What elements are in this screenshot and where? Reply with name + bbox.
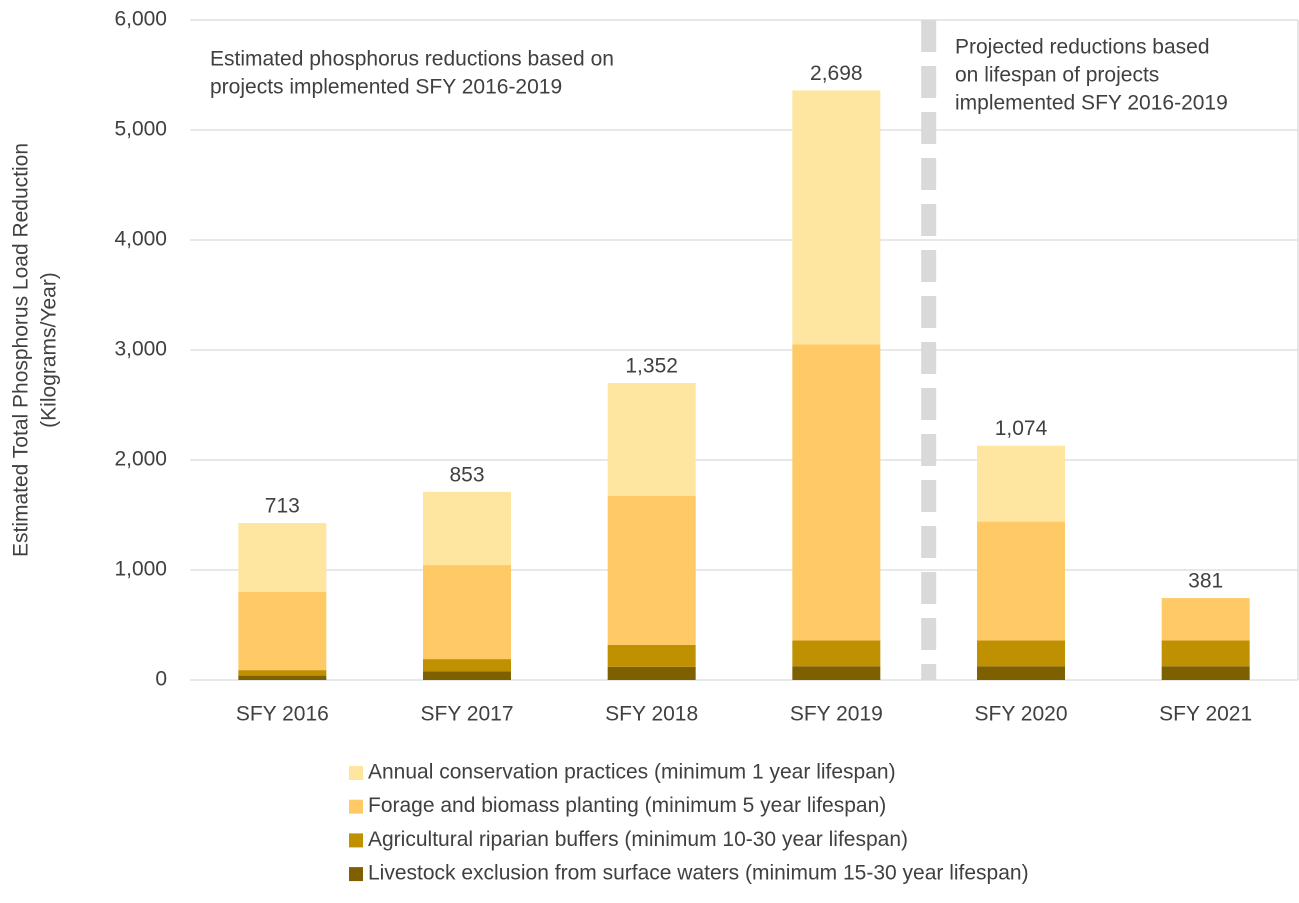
bar-segment [423,565,511,660]
annotation: implemented SFY 2016-2019 [955,92,1228,115]
legend-label: Annual conservation practices (minimum 1… [368,761,896,784]
legend-label: Forage and biomass planting (minimum 5 y… [368,794,886,817]
bar-segment [1161,666,1250,680]
bar-segment [977,445,1065,522]
legend-swatch [349,867,363,882]
bar-segment [977,521,1065,641]
y-tick-label: 5,000 [114,118,167,141]
y-axis-label: (Kilograms/Year) [38,272,61,428]
annotation: Estimated phosphorus reductions based on [210,48,614,71]
total-label: 2,698 [810,62,863,85]
bar-segment [423,671,511,680]
legend-swatch [349,799,363,814]
total-label: 713 [265,495,300,518]
bar-segment [977,666,1065,680]
x-tick-label: SFY 2016 [236,703,329,726]
bar-segment [792,666,881,680]
bar-segment [607,666,696,680]
bar-segment [238,592,327,671]
bar-segment [423,491,511,566]
x-tick-label: SFY 2017 [420,703,513,726]
y-tick-label: 1,000 [114,558,167,581]
annotation: projects implemented SFY 2016-2019 [210,76,562,99]
bar-segment [607,383,696,496]
bar-segment [792,90,881,345]
annotation: Projected reductions based [955,36,1210,59]
bar-segment [607,495,696,645]
legend-swatch [349,833,363,848]
y-tick-label: 4,000 [114,228,167,251]
y-tick-label: 0 [155,668,167,691]
total-label: 853 [449,463,484,486]
annotation: on lifespan of projects [955,64,1159,87]
y-tick-label: 6,000 [114,8,167,31]
x-tick-label: SFY 2020 [974,703,1067,726]
y-axis-label: Estimated Total Phosphorus Load Reductio… [10,143,33,557]
bar-segment [607,644,696,667]
total-label: 381 [1188,570,1223,593]
bar-segment [238,675,327,680]
x-tick-label: SFY 2021 [1159,703,1252,726]
y-tick-label: 2,000 [114,448,167,471]
bar-segment [1161,640,1250,667]
x-tick-label: SFY 2019 [790,703,883,726]
legend-label: Agricultural riparian buffers (minimum 1… [368,828,908,851]
y-tick-label: 3,000 [114,338,167,361]
total-label: 1,352 [625,355,678,378]
bar-segment [977,640,1065,667]
legend-swatch [349,766,363,780]
legend-label: Livestock exclusion from surface waters … [368,862,1029,885]
bar-segment [792,344,881,641]
x-tick-label: SFY 2018 [605,703,698,726]
bar-segment [1161,598,1250,641]
bar-segment [238,523,327,592]
bar-segment [792,640,881,667]
total-label: 1,074 [995,417,1048,440]
bar-segment [423,659,511,672]
bar-segment [238,670,327,676]
